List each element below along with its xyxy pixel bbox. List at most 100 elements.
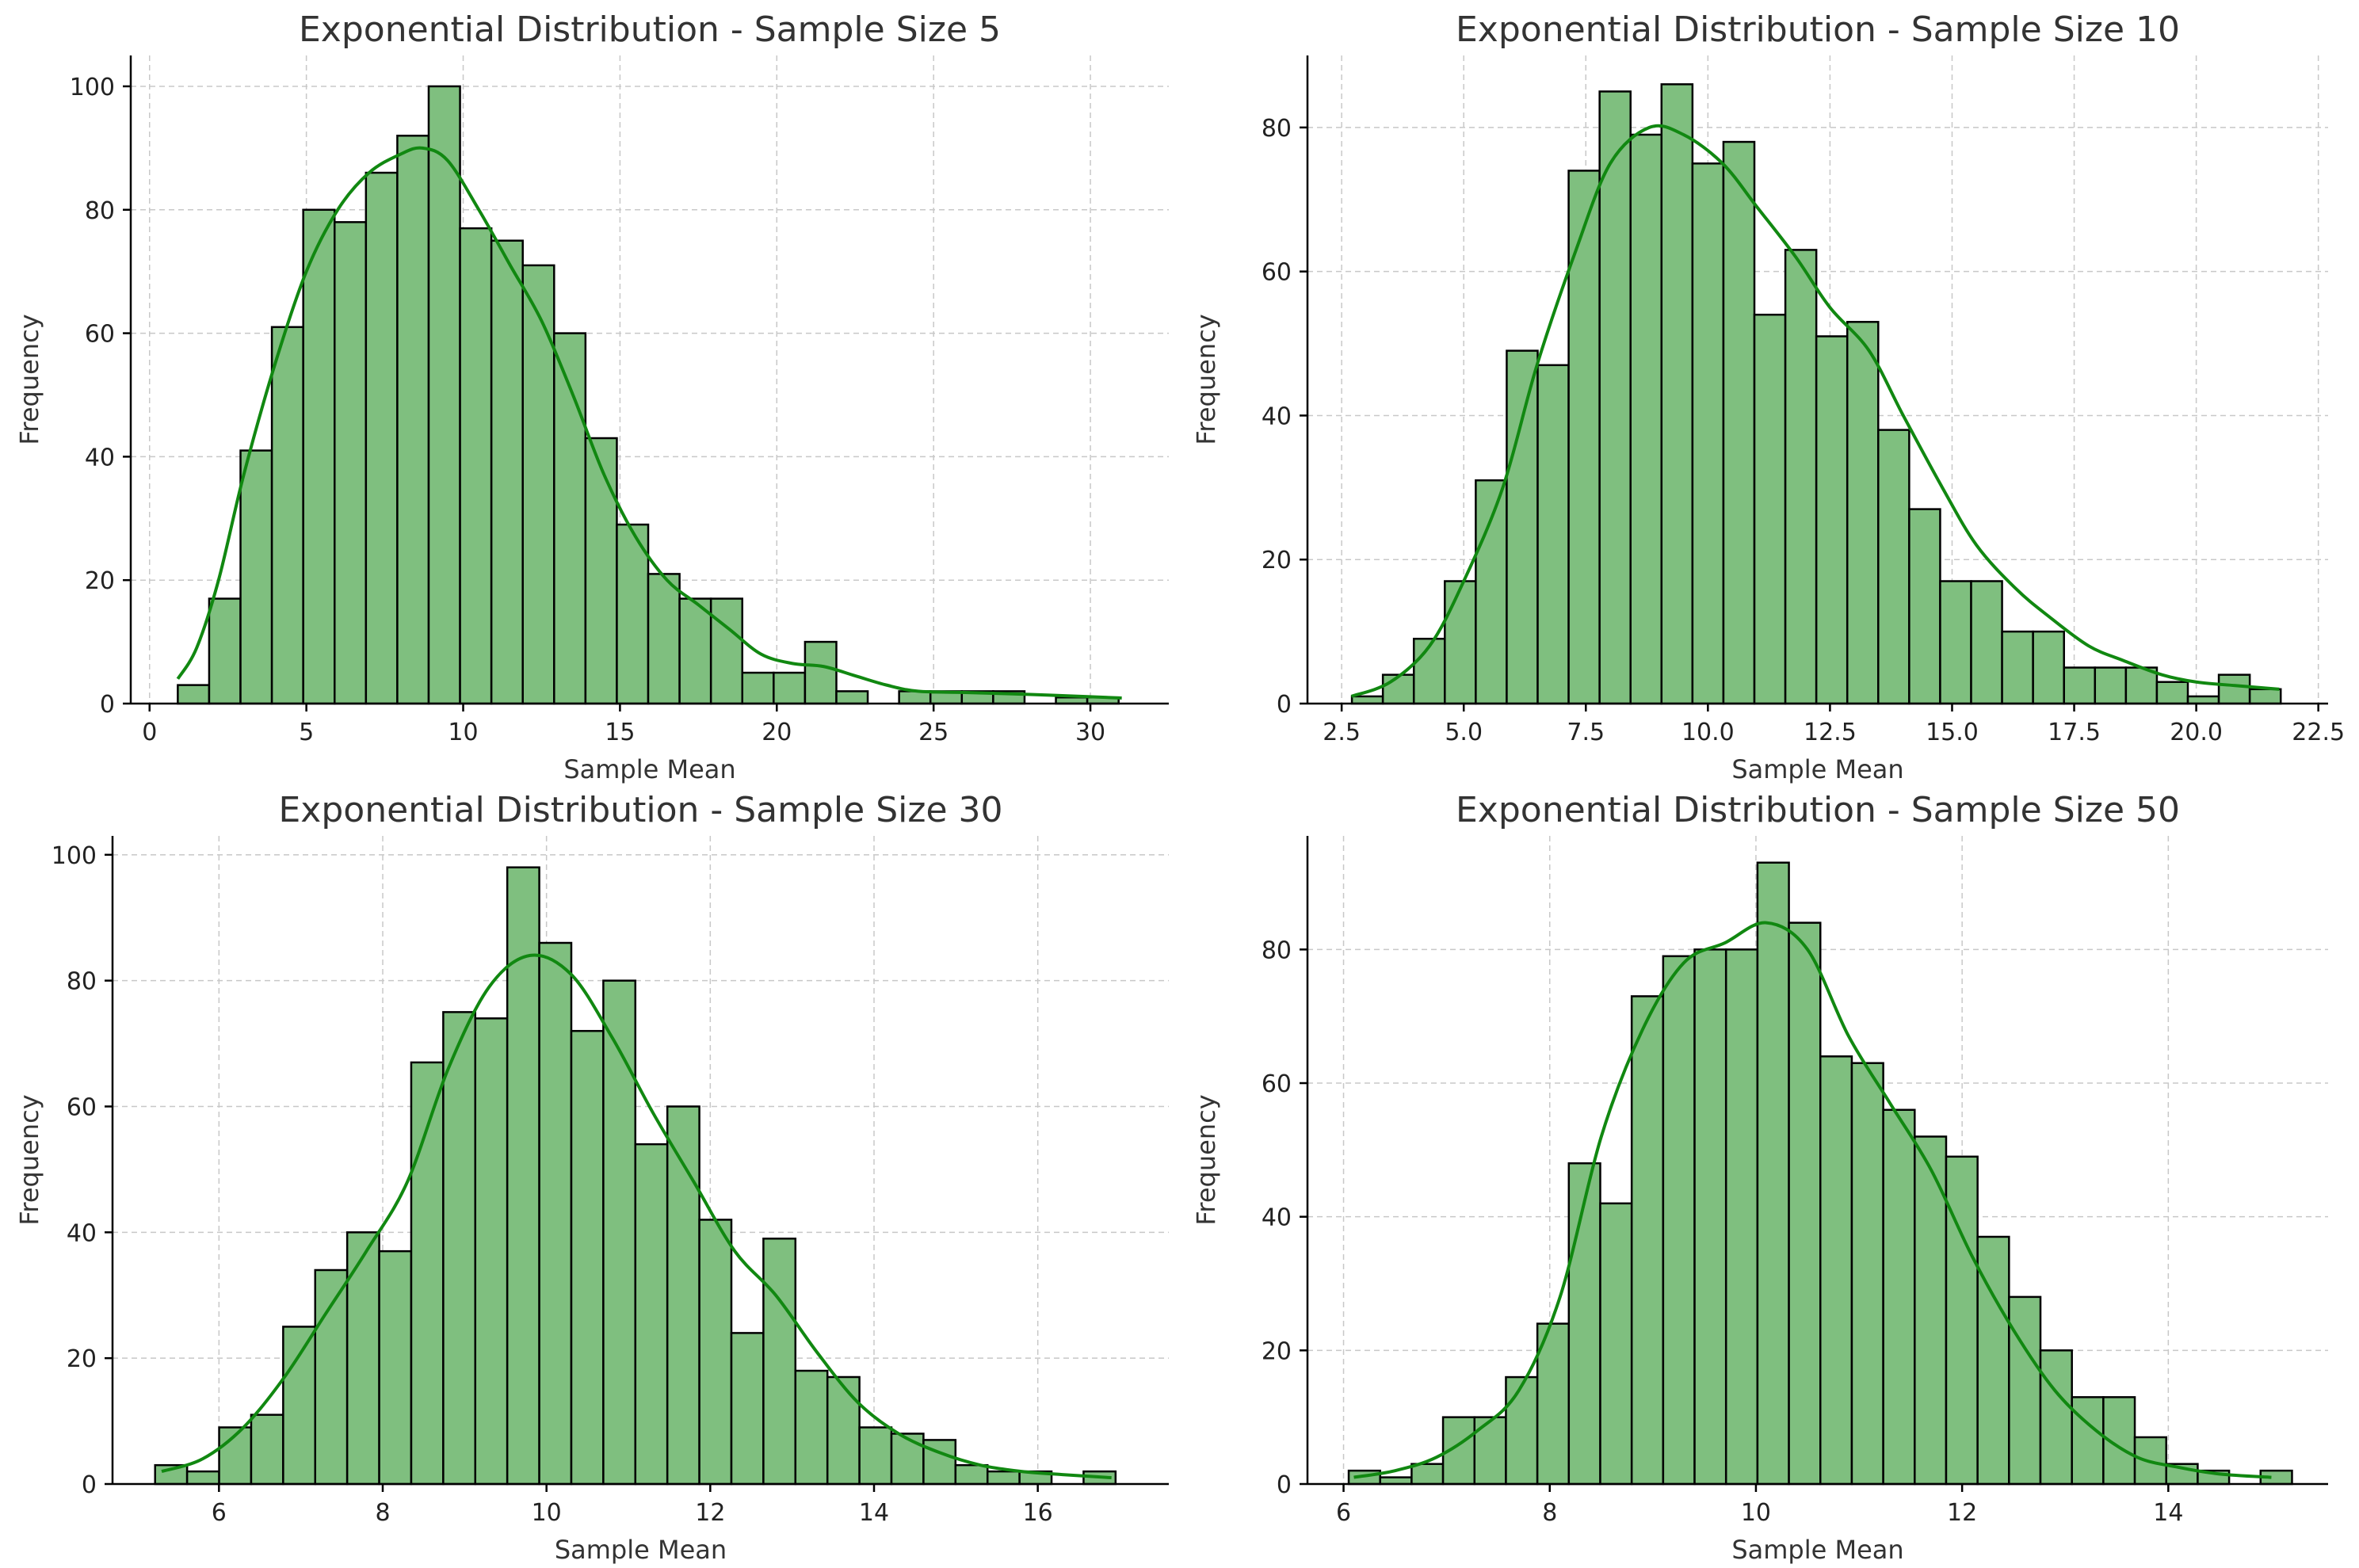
x-tick-label: 22.5	[2292, 719, 2345, 746]
chart-title: Exponential Distribution - Sample Size 5	[299, 10, 1001, 50]
y-tick-label: 20	[85, 567, 115, 595]
histogram-bar	[2217, 673, 2251, 705]
histogram-bar	[2039, 1349, 2073, 1486]
y-tick-label: 0	[1277, 1471, 1292, 1499]
histogram-bar	[1945, 1155, 1979, 1486]
histogram-bar	[270, 326, 304, 705]
histogram-bar	[1475, 479, 1508, 705]
histogram-bar	[2071, 1396, 2105, 1486]
x-axis-label: Sample Mean	[555, 1535, 727, 1565]
histogram-bar	[1662, 955, 1696, 1486]
histogram-bar	[1970, 580, 2003, 705]
histogram-bar	[378, 1249, 413, 1486]
y-tick-label: 60	[67, 1093, 97, 1121]
x-tick-label: 8	[375, 1499, 390, 1527]
x-tick-label: 20	[762, 719, 792, 746]
histogram-bar	[634, 1143, 669, 1486]
histogram-bar	[1693, 948, 1727, 1486]
y-tick-label: 80	[67, 968, 97, 996]
histogram-bar	[1567, 1162, 1601, 1486]
histogram-bar	[250, 1413, 284, 1486]
y-tick-label: 100	[52, 842, 97, 870]
x-tick-label: 12.5	[1804, 719, 1857, 746]
x-tick-label: 30	[1075, 719, 1105, 746]
histogram-bar	[1846, 321, 1880, 705]
histogram-bar	[2248, 688, 2282, 705]
histogram-bar	[2155, 681, 2189, 705]
histogram-bar	[730, 1332, 765, 1486]
x-tick-label: 15	[605, 719, 635, 746]
histogram-bar	[1660, 83, 1694, 705]
kde-curve	[176, 146, 1122, 700]
histogram-bar	[208, 597, 242, 705]
kde-curve	[1353, 921, 2272, 1479]
histogram-bar	[602, 979, 637, 1486]
y-tick-label: 80	[1262, 115, 1292, 143]
y-tick-label: 40	[1262, 1204, 1292, 1232]
histogram-bar	[835, 690, 869, 705]
histogram-bar	[1381, 673, 1415, 705]
y-axis-label: Frequency	[1191, 1094, 1221, 1225]
x-tick-label: 17.5	[2048, 719, 2101, 746]
histogram-bar	[826, 1375, 861, 1486]
histogram-bar	[890, 1433, 925, 1486]
histogram-bar	[538, 941, 573, 1486]
x-tick-label: 5.0	[1445, 719, 1483, 746]
x-tick-label: 6	[1336, 1499, 1351, 1527]
x-tick-label: 12	[695, 1499, 725, 1527]
histogram-bar	[282, 1326, 317, 1486]
x-tick-label: 14	[859, 1499, 889, 1527]
histogram-bar	[1505, 1375, 1539, 1486]
histogram-bar	[1536, 364, 1570, 705]
histogram-bar	[570, 1029, 605, 1486]
histogram-bar	[1536, 1322, 1571, 1486]
y-tick-label: 40	[1262, 402, 1292, 430]
histogram-bar	[1914, 1135, 1948, 1486]
histogram-bar	[954, 1463, 989, 1486]
histogram-bar	[1815, 335, 1849, 705]
y-axis-label: Frequency	[14, 314, 44, 444]
kde-curve	[161, 953, 1112, 1480]
histogram-bar	[666, 1105, 700, 1486]
x-tick-label: 8	[1542, 1499, 1557, 1527]
x-tick-label: 10	[448, 719, 478, 746]
x-tick-label: 5	[299, 719, 314, 746]
y-tick-label: 60	[1262, 1070, 1292, 1098]
y-tick-label: 0	[82, 1471, 97, 1499]
histogram-bar	[1598, 90, 1632, 705]
histogram-bar	[1567, 170, 1601, 705]
histogram-bar	[1877, 429, 1910, 705]
histogram-bar	[314, 1269, 349, 1486]
histogram-bar	[1850, 1062, 1884, 1486]
x-tick-label: 12	[1947, 1499, 1977, 1527]
y-tick-label: 40	[67, 1219, 97, 1247]
histogram-bar	[1753, 313, 1787, 705]
histogram-bar	[1473, 1416, 1507, 1486]
histogram-bar	[762, 1238, 797, 1486]
histogram-bar	[2008, 1295, 2042, 1486]
histogram-bar	[1350, 695, 1384, 705]
y-tick-label: 80	[85, 197, 115, 225]
histogram-bar	[1784, 249, 1818, 705]
chart-title: Exponential Distribution - Sample Size 1…	[1456, 10, 2180, 50]
histogram-bar	[490, 239, 524, 705]
histogram-bar	[1506, 349, 1539, 705]
x-tick-label: 10.0	[1681, 719, 1735, 746]
histogram-bar	[1908, 508, 1941, 705]
x-axis-label: Sample Mean	[1731, 1535, 1903, 1565]
y-tick-label: 60	[1262, 259, 1292, 287]
y-tick-label: 100	[70, 74, 115, 101]
histogram-bar	[2032, 630, 2065, 705]
x-tick-label: 20.0	[2170, 719, 2223, 746]
x-tick-label: 14	[2153, 1499, 2183, 1527]
histogram-bar	[1788, 921, 1822, 1486]
histogram-bar	[1691, 162, 1725, 705]
histogram-bar	[1756, 861, 1790, 1486]
chart-title: Exponential Distribution - Sample Size 5…	[1456, 790, 2180, 830]
histogram-bar	[773, 671, 807, 705]
histogram-bar	[1882, 1108, 1916, 1486]
histogram-bar	[858, 1426, 893, 1486]
chart-title: Exponential Distribution - Sample Size 3…	[279, 790, 1003, 830]
histogram-bar	[678, 597, 712, 705]
